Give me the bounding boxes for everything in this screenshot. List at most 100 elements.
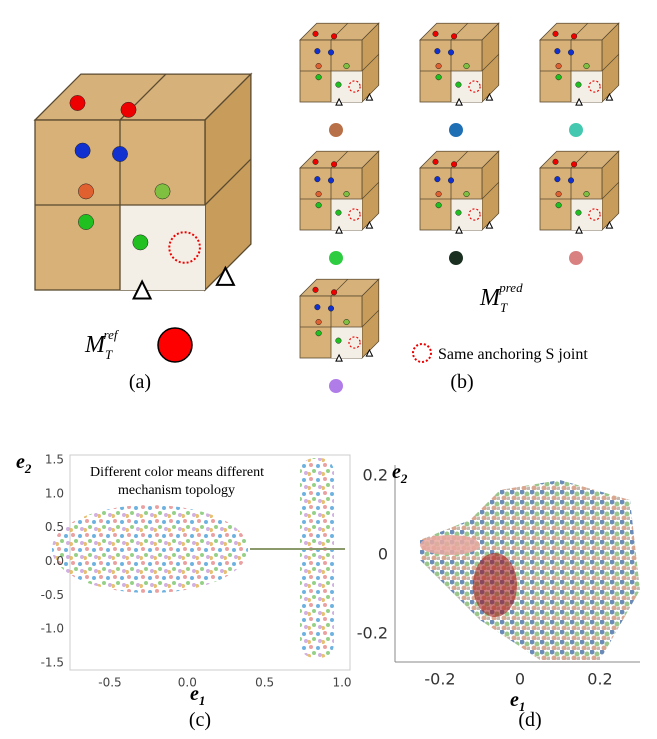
joint (464, 191, 470, 197)
joint (464, 63, 470, 69)
joint (435, 48, 441, 54)
joint (316, 330, 322, 336)
point-cloud (420, 480, 640, 660)
joint (344, 191, 350, 197)
x-tick-label: 0 (515, 670, 525, 689)
panel-label: (a) (129, 371, 151, 393)
joint (315, 304, 321, 310)
joint (435, 176, 441, 182)
y-tick-label: -1.5 (41, 656, 64, 670)
joint (78, 214, 93, 229)
point-cloud (420, 535, 480, 555)
joint (336, 82, 342, 88)
joint (75, 143, 90, 158)
joint (70, 95, 85, 110)
y-tick-label: 0.2 (363, 466, 388, 485)
anchor-note: Same anchoring S joint (438, 346, 588, 363)
y-tick-label: -0.2 (357, 624, 388, 643)
topology-marker (569, 251, 583, 265)
joint (331, 33, 337, 39)
cube-drawings (35, 23, 619, 361)
panel-label: (c) (189, 709, 211, 731)
joint (78, 184, 93, 199)
joint (451, 33, 457, 39)
joint (316, 191, 322, 197)
y-tick-label: 0.5 (45, 520, 64, 534)
joint (576, 82, 582, 88)
cube-cell (451, 71, 482, 102)
joint (336, 210, 342, 216)
joint (456, 82, 462, 88)
y-tick-label: -1.0 (41, 622, 64, 636)
joint (571, 161, 577, 167)
topology-marker (329, 123, 343, 137)
joint (344, 319, 350, 325)
cube-cell (331, 199, 362, 230)
joint (584, 63, 590, 69)
topology-marker (449, 251, 463, 265)
anchor-marker (413, 344, 431, 362)
joint (556, 202, 562, 208)
cube (420, 23, 499, 105)
joint (555, 176, 561, 182)
y-tick-label: 0.0 (45, 554, 64, 568)
joint (315, 176, 321, 182)
cube (420, 151, 499, 233)
joint (328, 50, 334, 56)
joint (555, 48, 561, 54)
joint (315, 48, 321, 54)
joint (553, 159, 559, 165)
legend-symbol: MTpred (479, 280, 523, 315)
x-tick-label: -0.2 (424, 670, 455, 689)
joint (316, 63, 322, 69)
x-tick-label: -0.5 (98, 676, 121, 690)
joint (328, 178, 334, 184)
y-tick-label: 0 (378, 545, 388, 564)
legend-symbol: MTref (84, 327, 120, 362)
joint (436, 191, 442, 197)
joint (331, 289, 337, 295)
joint (584, 191, 590, 197)
joint (553, 31, 559, 37)
x-tick-label: 0.0 (178, 676, 197, 690)
joint (448, 178, 454, 184)
cube (540, 151, 619, 233)
cube (35, 74, 251, 298)
point-cloud (52, 505, 248, 593)
joint (556, 74, 562, 80)
legend-marker (158, 328, 192, 362)
joint (313, 159, 319, 165)
cube-cell (571, 199, 602, 230)
joint (336, 338, 342, 344)
annotation: Different color means different (90, 465, 264, 480)
joint (568, 178, 574, 184)
x-tick-label: 1.0 (332, 676, 351, 690)
joint (344, 63, 350, 69)
joint (576, 210, 582, 216)
cube-cell (451, 199, 482, 230)
y-tick-label: -0.5 (41, 588, 64, 602)
point-cloud (300, 458, 334, 658)
joint (112, 146, 127, 161)
cube (540, 23, 619, 105)
cube-cell (120, 205, 205, 290)
joint (433, 159, 439, 165)
x-tick-label: 0.5 (255, 676, 274, 690)
cube (300, 23, 379, 105)
joint (121, 102, 136, 117)
cube-cell (331, 327, 362, 358)
y-axis-label: e2 (392, 461, 408, 486)
topology-marker (329, 379, 343, 393)
panel-label: (d) (518, 709, 541, 731)
cube-cell (571, 71, 602, 102)
annotation: mechanism topology (118, 483, 235, 498)
figure: MTref (a) MTpred Same anchoring S joint … (0, 0, 657, 739)
joint (331, 161, 337, 167)
y-tick-label: 1.0 (45, 486, 64, 500)
joint (451, 161, 457, 167)
joint (556, 191, 562, 197)
cube (300, 151, 379, 233)
joint (133, 235, 148, 250)
point-cloud (473, 553, 517, 617)
joint (313, 287, 319, 293)
